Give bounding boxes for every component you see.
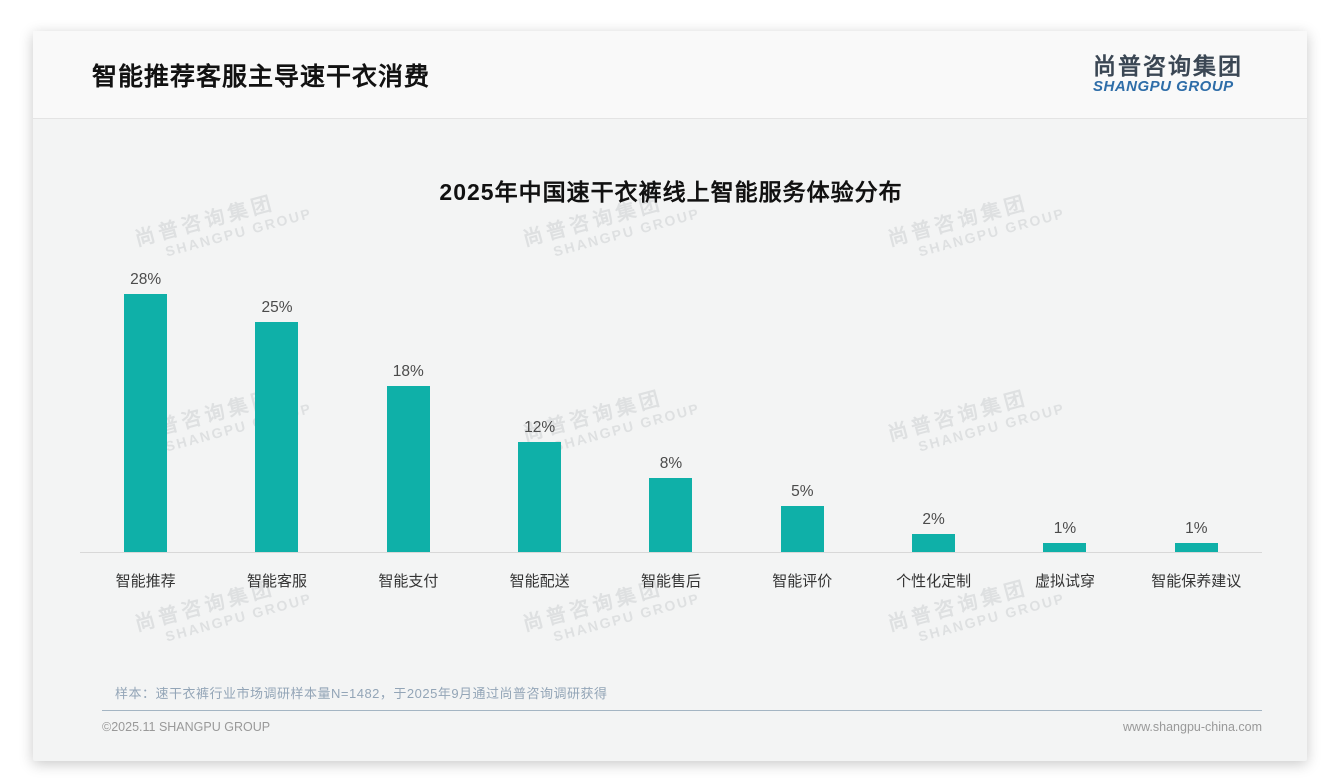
category-label: 个性化定制: [896, 573, 972, 590]
watermark-en: SHANGPU GROUP: [163, 589, 314, 645]
bar-column: 2%: [868, 511, 999, 552]
slide-header: 智能推荐客服主导速干衣消费 尚普咨询集团 SHANGPU GROUP: [33, 31, 1307, 119]
page-title: 智能推荐客服主导速干衣消费: [92, 62, 431, 91]
bar-value-label: 18%: [392, 363, 424, 380]
bar-智能推荐: [124, 294, 168, 552]
bar-智能客服: [255, 322, 299, 552]
bar-column: 8%: [605, 455, 736, 552]
bar-column: 5%: [737, 483, 868, 552]
bar-value-label: 28%: [130, 271, 162, 288]
x-axis-line: [80, 552, 1262, 553]
category-label: 智能售后: [640, 573, 701, 590]
copyright-text: ©2025.11 SHANGPU GROUP: [102, 720, 271, 734]
company-logo-english: SHANGPU GROUP: [1093, 78, 1234, 96]
bar-智能配送: [518, 442, 562, 552]
bar-value-label: 8%: [659, 455, 683, 472]
bar-column: 1%: [999, 520, 1130, 552]
bar-个性化定制: [912, 534, 956, 552]
bar-value-label: 12%: [524, 419, 556, 436]
category-label: 智能支付: [378, 573, 439, 590]
category-label: 智能保养建议: [1151, 573, 1242, 590]
bar-智能支付: [386, 386, 430, 552]
slide-footer: ©2025.11 SHANGPU GROUP www.shangpu-china…: [102, 720, 1262, 734]
bar-column: 28%: [80, 271, 211, 552]
bar-chart: 28% 25% 18% 12% 8% 5% 2% 1% 1%: [80, 119, 1262, 552]
website-url: www.shangpu-china.com: [1123, 720, 1262, 734]
bar-value-label: 2%: [922, 511, 945, 528]
bar-智能评价: [780, 506, 824, 552]
category-axis: 智能推荐 智能客服 智能支付 智能配送 智能售后 智能评价 个性化定制 虚拟试穿…: [80, 570, 1262, 591]
slide-card: 智能推荐客服主导速干衣消费 尚普咨询集团 SHANGPU GROUP 尚普咨询集…: [33, 31, 1307, 761]
bar-value-label: 1%: [1185, 520, 1208, 537]
bar-虚拟试穿: [1043, 543, 1087, 552]
slide-body: 尚普咨询集团 SHANGPU GROUP 尚普咨询集团 SHANGPU GROUP …: [33, 119, 1307, 761]
bar-column: 18%: [343, 363, 474, 552]
category-label: 虚拟试穿: [1034, 573, 1095, 590]
bar-value-label: 5%: [791, 483, 814, 500]
bar-智能售后: [649, 478, 693, 552]
category-label: 智能推荐: [115, 573, 176, 590]
watermark-en: SHANGPU GROUP: [916, 589, 1067, 645]
bar-column: 12%: [474, 419, 605, 552]
company-logo-chinese: 尚普咨询集团: [1093, 53, 1243, 80]
sample-footnote: 样本：速干衣裤行业市场调研样本量N=1482，于2025年9月通过尚普咨询调研获…: [115, 686, 608, 701]
watermark-en: SHANGPU GROUP: [551, 589, 702, 645]
category-label: 智能配送: [509, 573, 570, 590]
bar-value-label: 25%: [261, 299, 293, 316]
company-logo: 尚普咨询集团 SHANGPU GROUP: [1093, 54, 1243, 95]
chart-title: 2025年中国速干衣裤线上智能服务体验分布: [439, 179, 903, 205]
bar-智能保养建议: [1174, 543, 1218, 552]
footer-divider: [102, 710, 1262, 711]
category-label: 智能客服: [246, 573, 307, 590]
bar-column: 25%: [211, 299, 342, 552]
bar-column: 1%: [1131, 520, 1262, 552]
bar-value-label: 1%: [1053, 520, 1077, 537]
category-label: 智能评价: [772, 573, 833, 590]
